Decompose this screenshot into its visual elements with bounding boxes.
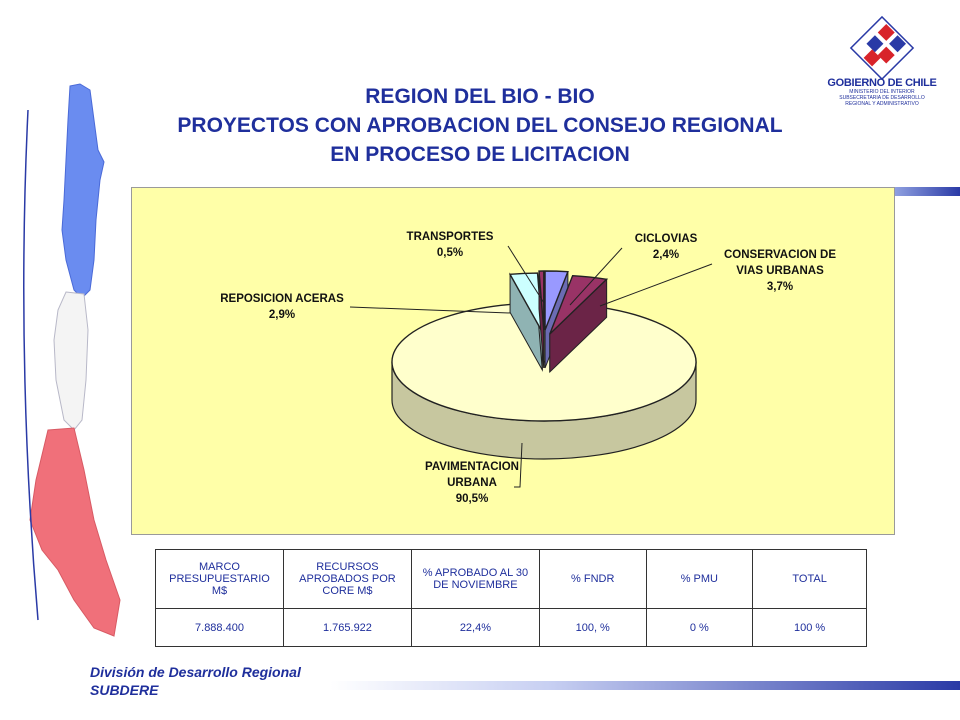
map-south-region bbox=[29, 427, 121, 637]
pie-slice-conservacion-de-vias-urbanas bbox=[549, 274, 609, 374]
slice-value-label: 0,5% bbox=[437, 247, 463, 259]
header-aprobado: % APROBADO AL 30 DE NOVIEMBRE bbox=[410, 549, 540, 609]
cell-aprobado: 22,4% bbox=[410, 608, 540, 647]
slice-label: REPOSICION ACERAS bbox=[220, 293, 344, 305]
gobierno-de-chile-logo bbox=[849, 15, 915, 81]
slice-label: PAVIMENTACION bbox=[425, 461, 519, 473]
page-title: REGION DEL BIO - BIO PROYECTOS CON APROB… bbox=[130, 82, 830, 169]
header-recursos: RECURSOS APROBADOS POR CORE M$ bbox=[282, 549, 412, 609]
cell-recursos: 1.765.922 bbox=[282, 608, 412, 647]
pie-chart: PAVIMENTACION URBANA 90,5% REPOSICION ACERA… bbox=[220, 231, 836, 505]
header-fndr: % FNDR bbox=[538, 549, 647, 609]
title-line-2: PROYECTOS CON APROBACION DEL CONSEJO REG… bbox=[177, 114, 783, 137]
budget-table: MARCO PRESUPUESTARIO M$ RECURSOS APROBAD… bbox=[155, 549, 867, 647]
slice-value-label: 3,7% bbox=[767, 281, 793, 293]
decor-bar-bottom bbox=[330, 681, 960, 690]
pie-slice-transportes bbox=[538, 270, 545, 369]
leader-line bbox=[569, 247, 623, 306]
title-line-1: REGION DEL BIO - BIO bbox=[365, 85, 595, 108]
header-marco: MARCO PRESUPUESTARIO M$ bbox=[155, 549, 284, 609]
logo-sub-1: MINISTERIO DEL INTERIOR bbox=[849, 89, 915, 95]
cell-pmu: 0 % bbox=[645, 608, 754, 647]
header-pmu: % PMU bbox=[645, 549, 754, 609]
slice-label: VIAS URBANAS bbox=[736, 265, 824, 277]
title-line-3: EN PROCESO DE LICITACION bbox=[330, 143, 630, 166]
leader-line bbox=[507, 245, 545, 304]
leader-line bbox=[514, 442, 523, 488]
pie-slice-top bbox=[538, 270, 545, 331]
slice-value-label: 2,9% bbox=[269, 309, 295, 321]
map-central-region bbox=[53, 291, 89, 431]
footer-subdere: SUBDERE bbox=[90, 682, 159, 698]
slice-value-label: 2,4% bbox=[653, 249, 679, 261]
map-coast-curve bbox=[23, 109, 39, 621]
footer: División de Desarrollo Regional SUBDERE bbox=[90, 663, 301, 699]
logo-name: GOBIERNO DE CHILE bbox=[827, 77, 937, 89]
header-total: TOTAL bbox=[752, 549, 867, 609]
decor-bar-right bbox=[895, 187, 960, 196]
table-header-row: MARCO PRESUPUESTARIO M$ RECURSOS APROBAD… bbox=[155, 549, 867, 609]
cell-marco: 7.888.400 bbox=[155, 608, 284, 647]
slice-label: CONSERVACION DE bbox=[724, 249, 836, 261]
table-row: 7.888.400 1.765.922 22,4% 100, % 0 % 100… bbox=[155, 608, 867, 647]
slice-label: URBANA bbox=[447, 477, 497, 489]
pie-slice-top bbox=[549, 274, 609, 335]
cell-total: 100 % bbox=[752, 608, 867, 647]
logo-sub-2: SUBSECRETARIA DE DESARROLLO bbox=[839, 95, 925, 101]
logo-sub-3: REGIONAL Y ADMINISTRATIVO bbox=[845, 101, 919, 107]
leader-line bbox=[599, 263, 713, 307]
pie-chart-area: PAVIMENTACION URBANA 90,5% REPOSICION ACERA… bbox=[131, 187, 895, 535]
leader-line bbox=[349, 306, 511, 314]
chile-map-image bbox=[23, 83, 121, 637]
slice-label: TRANSPORTES bbox=[407, 231, 494, 243]
footer-division: División de Desarrollo Regional bbox=[90, 664, 301, 680]
slice-value-label: 90,5% bbox=[456, 493, 489, 505]
cell-fndr: 100, % bbox=[538, 608, 647, 647]
slice-label: CICLOVIAS bbox=[635, 233, 698, 245]
map-north-region bbox=[61, 83, 105, 299]
pie-slice-top bbox=[544, 270, 569, 331]
logo-caption: GOBIERNO DE CHILE MINISTERIO DEL INTERIO… bbox=[826, 77, 938, 107]
